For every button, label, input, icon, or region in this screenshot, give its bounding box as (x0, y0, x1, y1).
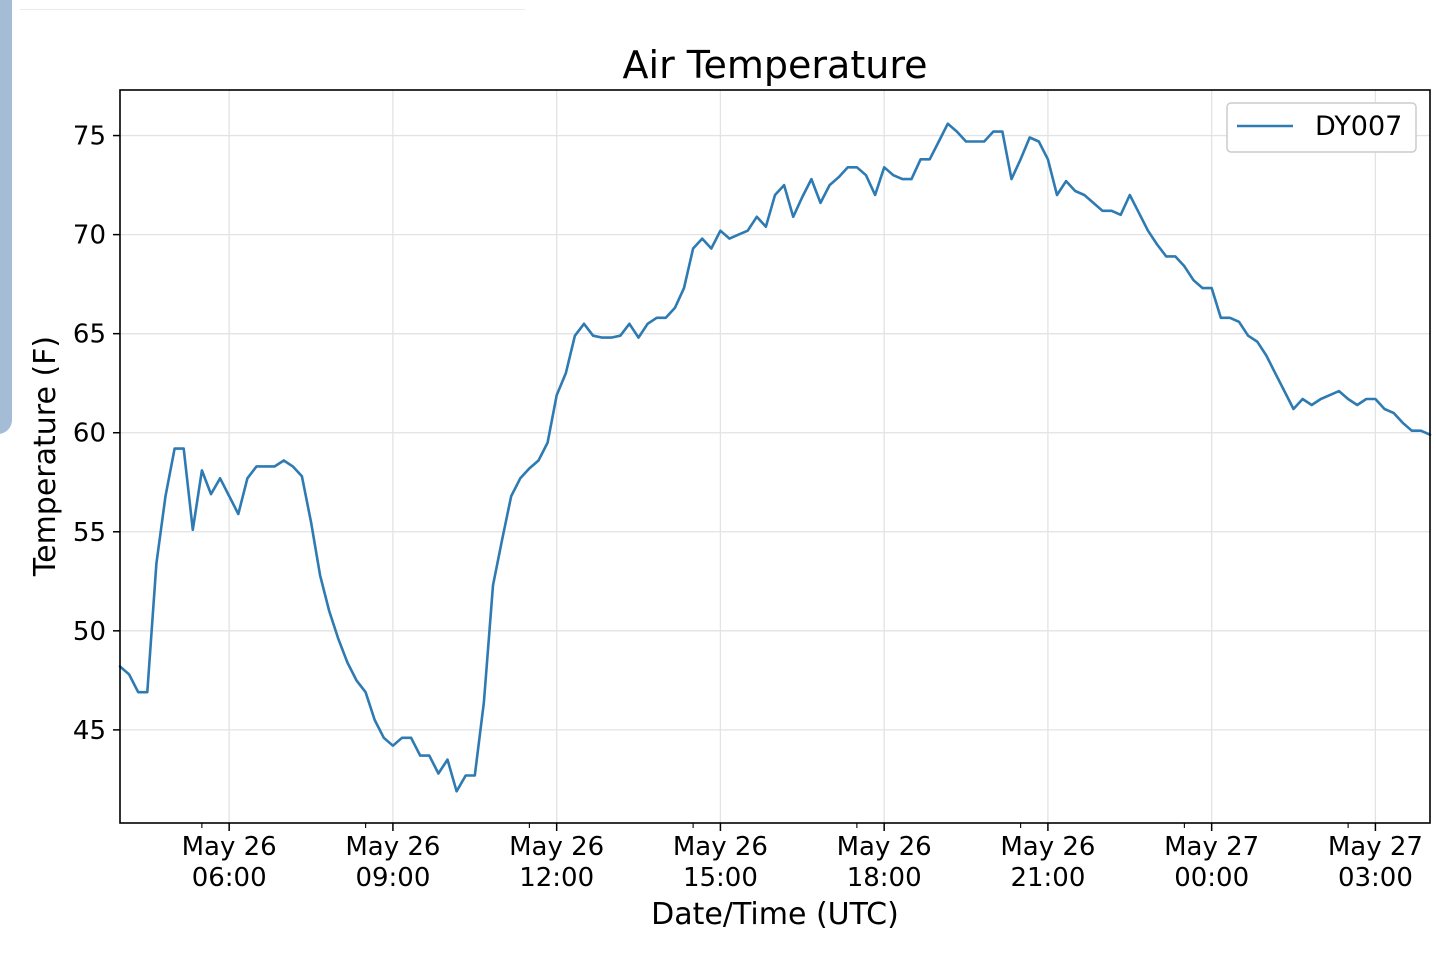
x-tick-label-time: 18:00 (847, 863, 922, 893)
x-axis-label: Date/Time (UTC) (651, 897, 899, 932)
plot-area-frame (119, 89, 1431, 824)
x-tick-label-time: 03:00 (1338, 863, 1413, 893)
y-tick-label: 70 (73, 221, 106, 251)
x-tick-label-date: May 26 (1000, 832, 1095, 862)
x-tick-label-time: 00:00 (1174, 863, 1249, 893)
x-tick-label-date: May 26 (345, 832, 440, 862)
chart-title: Air Temperature (623, 43, 928, 87)
x-tick-label-time: 12:00 (519, 863, 594, 893)
y-tick-label: 55 (73, 518, 106, 548)
side-panel-tab[interactable] (0, 0, 12, 434)
x-tick-label-date: May 27 (1328, 832, 1423, 862)
x-tick-label-time: 09:00 (355, 863, 430, 893)
x-tick-label-time: 21:00 (1010, 863, 1085, 893)
y-tick-label: 75 (73, 122, 106, 152)
x-tick-label-time: 15:00 (683, 863, 758, 893)
y-tick-label: 45 (73, 716, 106, 746)
x-tick-label-date: May 26 (673, 832, 768, 862)
y-axis-label: Temperature (F) (28, 336, 63, 577)
y-tick-label: 65 (73, 320, 106, 350)
legend-box (1226, 102, 1417, 153)
x-tick-label-date: May 26 (837, 832, 932, 862)
y-tick-label: 60 (73, 419, 106, 449)
top-divider (20, 9, 525, 10)
gridlines (120, 90, 1430, 823)
legend[interactable]: DY007 (1226, 102, 1417, 153)
legend-label-dy007: DY007 (1315, 111, 1402, 142)
series-line-dy007 (118, 122, 1432, 793)
x-tick-label-date: May 26 (509, 832, 604, 862)
x-tick-label-date: May 26 (182, 832, 277, 862)
x-tick-label-time: 06:00 (192, 863, 267, 893)
x-tick-label-date: May 27 (1164, 832, 1259, 862)
y-tick-label: 50 (73, 617, 106, 647)
